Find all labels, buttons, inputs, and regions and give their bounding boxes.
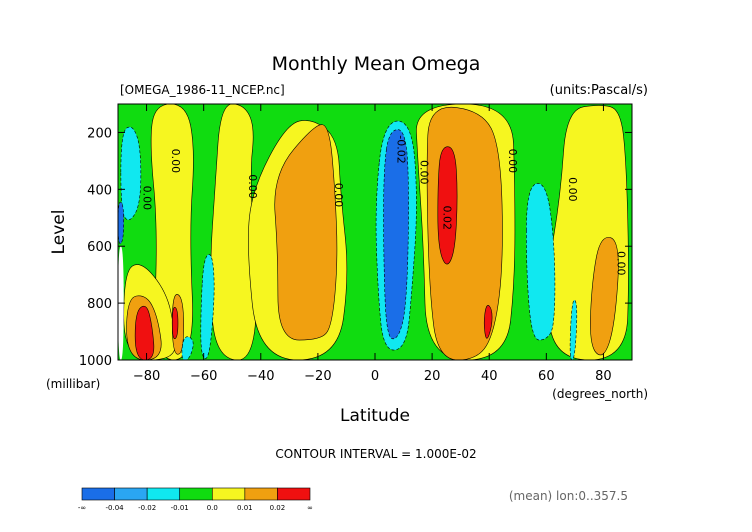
contour-label-4: -0.02 — [395, 135, 408, 163]
file-label: [OMEGA_1986-11_NCEP.nc] — [120, 83, 285, 97]
x-tick-label-8: 80 — [595, 369, 612, 384]
colorbar-label-0: -∞ — [78, 504, 86, 512]
x-axis: −80 −60 −40 −20 0 20 40 60 80 — [133, 104, 612, 384]
x-tick-label-5: 20 — [424, 369, 441, 384]
y-axis: 200 400 600 800 1000 — [79, 126, 632, 369]
x-axis-label: Latitude — [340, 406, 410, 426]
colorbar-label-3: -0.01 — [171, 504, 189, 512]
y-tick-label-3: 800 — [87, 297, 112, 312]
contour-region-15 — [120, 126, 142, 221]
contour-region-6 — [274, 124, 338, 341]
x-tick-label-7: 60 — [538, 369, 555, 384]
x-tick-label-4: 0 — [371, 369, 379, 384]
contour-label-9: 0.00 — [615, 251, 628, 276]
contour-label-1: 0.00 — [169, 149, 182, 174]
colorbar-label-4: 0.0 — [207, 504, 218, 512]
colorbar-label-2: -0.02 — [138, 504, 156, 512]
contour-region-18 — [526, 183, 556, 341]
contour-region-19 — [569, 299, 578, 360]
contour-region-14 — [171, 307, 179, 340]
mean-note: (mean) lon:0..357.5 — [509, 489, 628, 503]
y-tick-label-4: 1000 — [79, 354, 112, 369]
colorbar-label-1: -0.04 — [106, 504, 125, 512]
x-tick-label-3: −20 — [304, 369, 331, 384]
chart-title: Monthly Mean Omega — [272, 53, 481, 75]
y-tick-label-2: 600 — [87, 240, 112, 255]
colorbar: -∞ -0.04 -0.02 -0.01 0.0 0.01 0.02 ∞ — [78, 487, 313, 512]
contour-label-6: 0.02 — [440, 206, 453, 231]
colorbar-swatch-2 — [146, 487, 181, 501]
x-tick-label-2: −40 — [247, 369, 274, 384]
contour-label-5: 0.00 — [418, 160, 431, 185]
contour-label-0: 0.00 — [141, 186, 154, 211]
colorbar-swatch-5 — [244, 487, 278, 501]
contour-region-17 — [181, 336, 194, 360]
contour-label-8: 0.00 — [566, 177, 579, 202]
contour-region-12 — [483, 305, 493, 339]
contour-region-21 — [383, 129, 409, 340]
contour-label-2: 0.00 — [246, 174, 259, 199]
contour-interval: CONTOUR INTERVAL = 1.000E-02 — [275, 447, 476, 461]
units-label: (units:Pascal/s) — [550, 83, 648, 98]
x-tick-label-1: −60 — [190, 369, 217, 384]
y-axis-units: (millibar) — [46, 377, 100, 391]
x-tick-label-0: −80 — [133, 369, 160, 384]
x-axis-units: (degrees_north) — [552, 387, 648, 401]
y-axis-label: Level — [49, 210, 69, 255]
x-tick-label-6: 40 — [481, 369, 498, 384]
colorbar-swatch-4 — [211, 487, 246, 501]
colorbar-swatch-6 — [277, 487, 311, 501]
y-tick-label-1: 400 — [87, 183, 112, 198]
contour-label-7: 0.00 — [506, 149, 519, 174]
contour-region-8 — [590, 237, 619, 356]
colorbar-swatch-3 — [179, 487, 213, 501]
colorbar-label-5: 0.01 — [237, 504, 253, 512]
y-tick-label-0: 200 — [87, 126, 112, 141]
contour-fills — [118, 104, 632, 360]
contour-region-22 — [118, 201, 125, 244]
colorbar-label-6: 0.02 — [270, 504, 286, 512]
colorbar-swatch-1 — [114, 487, 148, 501]
contour-region-11 — [437, 146, 458, 265]
contour-labels: 0.00 0.00 0.00 0.00 -0.02 0.00 0.02 0.00 0.00 0.0… — [141, 135, 628, 275]
colorbar-swatch-0 — [81, 487, 115, 501]
contour-region-16 — [200, 254, 215, 359]
colorbar-label-7: ∞ — [307, 504, 313, 512]
contour-label-3: 0.00 — [332, 183, 345, 208]
